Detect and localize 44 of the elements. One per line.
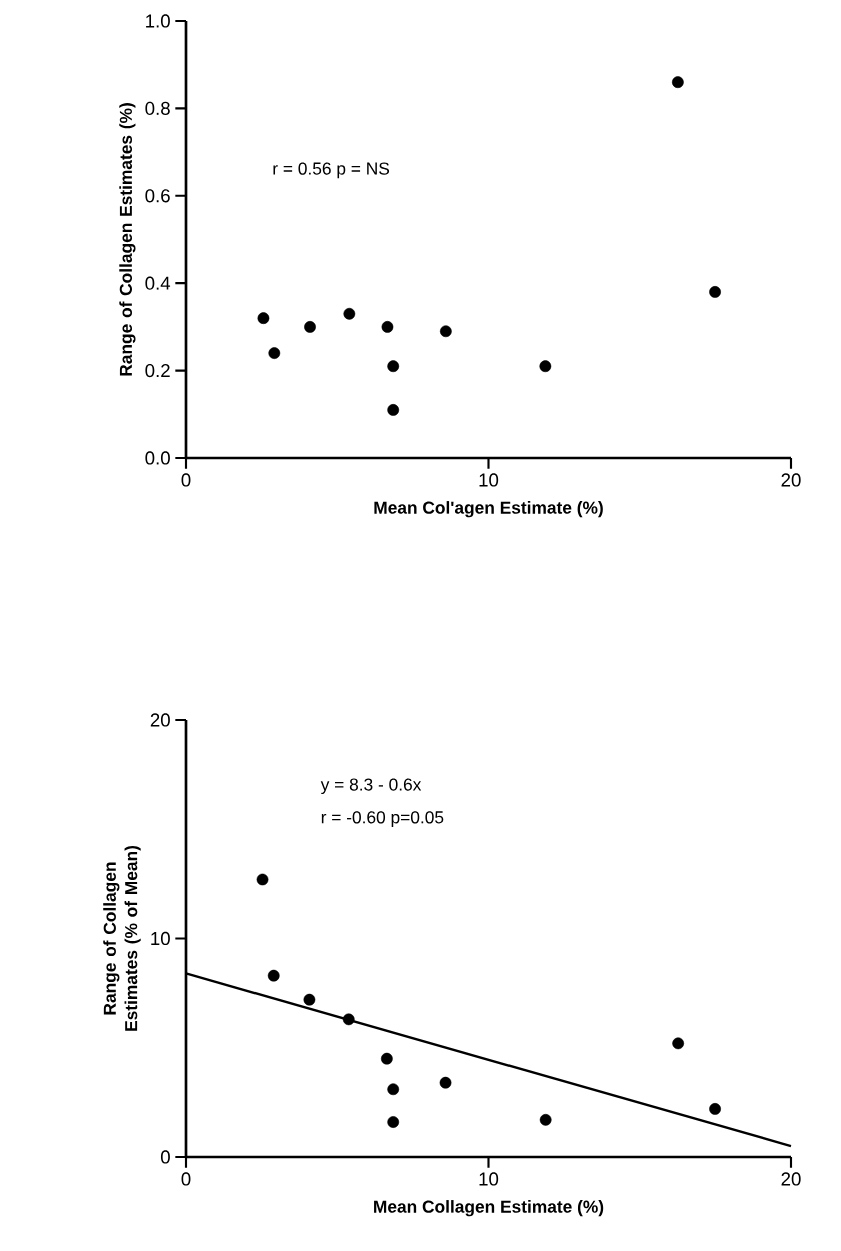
point <box>709 1103 721 1115</box>
annotation: r = -0.60 p=0.05 <box>321 811 444 827</box>
point <box>539 360 552 373</box>
y-tick-label: 10 <box>151 931 170 946</box>
y-tick-label: 0 <box>160 1150 170 1164</box>
x-tick-label: 20 <box>781 473 801 487</box>
point <box>387 1083 400 1096</box>
point <box>304 321 316 333</box>
point <box>387 404 400 416</box>
y-tick-label: 0.0 <box>145 451 170 465</box>
point <box>387 1116 400 1128</box>
point <box>387 360 400 373</box>
point <box>539 1113 552 1126</box>
y-tick-label: 0.4 <box>145 276 171 290</box>
y-tick-label: 20 <box>150 713 170 727</box>
point <box>381 321 394 333</box>
y-tick-label: 0.8 <box>145 101 170 115</box>
point <box>709 286 721 298</box>
y-axis-title: Range of Collagen Estimates (%) <box>119 103 136 376</box>
point <box>439 1076 452 1089</box>
x-tick-label: 0 <box>181 473 191 487</box>
y-axis-title: Range of Collagen Estimates (% of Mean) <box>103 845 141 1031</box>
point <box>672 1037 685 1050</box>
point <box>342 1013 355 1026</box>
point <box>671 76 684 89</box>
x-tick-label: 10 <box>479 473 499 487</box>
annotation: r = 0.56 p = NS <box>273 162 390 179</box>
point <box>268 347 281 359</box>
point <box>256 873 269 886</box>
point <box>439 325 452 338</box>
y-tick-label: 0.6 <box>145 189 170 203</box>
point <box>257 312 270 325</box>
point <box>343 307 356 320</box>
point <box>267 969 280 982</box>
y-tick-label: 1.0 <box>146 14 170 28</box>
point <box>380 1052 393 1065</box>
x-axis-title: Mean Col'agen Estimate (%) <box>374 501 603 518</box>
annotation: y = 8.3 - 0.6x <box>320 778 422 795</box>
x-axis-title: Mean Collagen Estimate (%) <box>374 1200 604 1217</box>
x-tick-label: 10 <box>479 1172 499 1186</box>
y-tick-label: 0.2 <box>145 363 170 378</box>
x-tick-label: 20 <box>781 1172 801 1186</box>
x-tick-label: 0 <box>181 1172 191 1186</box>
point <box>303 993 316 1006</box>
